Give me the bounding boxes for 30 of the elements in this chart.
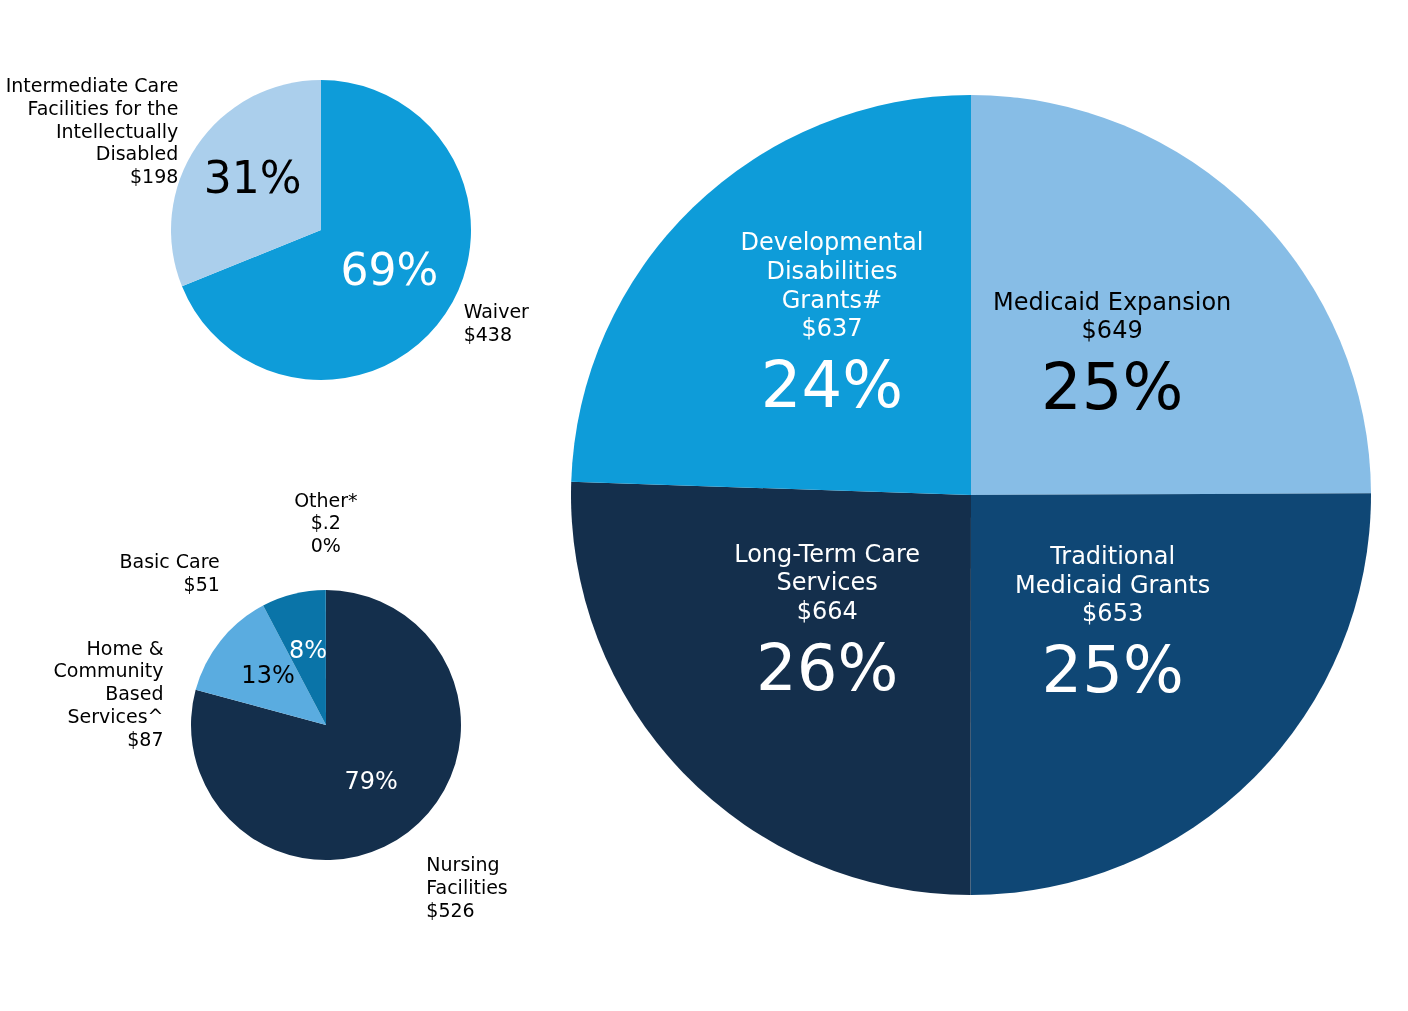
text: 0%: [310, 534, 341, 557]
text: 24%: [760, 348, 904, 423]
slice-label: Developmental Disabilities Grants#: [740, 228, 924, 314]
slice-label: Home & Community Based Services^: [53, 636, 164, 727]
slice-label: Long-Term Care Services: [734, 539, 921, 597]
text: 26%: [756, 630, 899, 705]
data-label: $637: [801, 314, 863, 343]
data-label: $87: [127, 727, 164, 750]
slice-label: Nursing Facilities: [426, 852, 508, 898]
data-label: $664: [796, 597, 858, 626]
slice-label: Traditional Medicaid Grants: [1015, 541, 1211, 599]
text: 25%: [1041, 633, 1184, 708]
text: 31%: [203, 151, 302, 203]
slice-label: Waiver: [463, 300, 530, 323]
slice-label: Medicaid Expansion: [992, 287, 1232, 316]
data-label: $51: [183, 572, 220, 595]
text: 25%: [1041, 350, 1184, 425]
data-label: $198: [129, 165, 179, 188]
data-label: $.2: [310, 511, 341, 534]
text: 13%: [241, 661, 295, 690]
slice-label: Intermediate Care Facilities for the Intellectually Disabled: [5, 73, 179, 165]
text: 69%: [340, 243, 439, 295]
data-label: $649: [1081, 316, 1143, 345]
data-label: $438: [463, 323, 513, 346]
data-label: $526: [426, 898, 475, 921]
slice-label: Basic Care: [119, 550, 220, 573]
text: 8%: [289, 635, 328, 664]
slice-label: Other*: [294, 488, 358, 511]
text: 79%: [344, 766, 398, 795]
data-label: $653: [1082, 599, 1144, 628]
